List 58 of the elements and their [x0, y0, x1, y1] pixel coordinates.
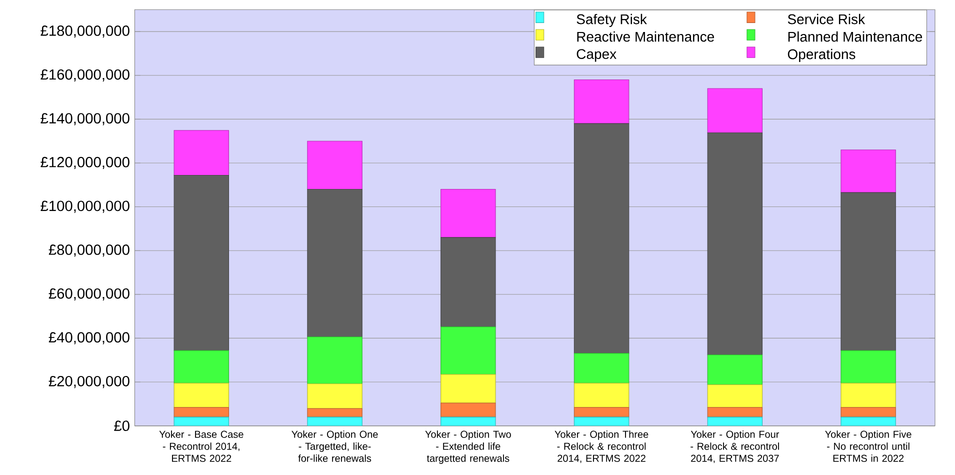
bar [840, 150, 896, 193]
legend-label: Planned Maintenance [788, 32, 922, 42]
y-tick-label: £100,000,000 [40, 200, 130, 213]
legend-label: Service Risk [788, 14, 866, 24]
y-tick-label: £140,000,000 [40, 113, 130, 126]
y-tick-label: £120,000,000 [40, 157, 130, 170]
bar [840, 416, 896, 426]
bar [440, 402, 496, 418]
bar [307, 140, 362, 190]
x-tick-label: Yoker - Option Two - Extended life targetted renewals [425, 430, 511, 464]
bar [440, 237, 496, 328]
bar [574, 123, 630, 354]
bar [174, 407, 230, 418]
y-tick-label: £20,000,000 [48, 376, 130, 388]
bar [174, 130, 230, 176]
bar [574, 417, 629, 426]
bar [574, 382, 630, 408]
x-tick-label: Yoker - Base Case - Recontrol 2014, ERTMS 2022 [159, 430, 244, 462]
bar [707, 354, 763, 385]
bar [307, 384, 362, 409]
x-tick-label: Yoker - Option One - Targetted, like-for-like renewals [292, 430, 378, 462]
y-tick-label: £60,000,000 [48, 288, 130, 301]
y-tick-label: £160,000,000 [40, 69, 130, 82]
bar [307, 408, 362, 418]
bar [708, 417, 762, 426]
x-tick-label: Yoker - Option Three - Relock & recontrol 2014, ERTMS 2022 [554, 430, 648, 464]
bar [574, 80, 630, 124]
x-tick-label: Yoker - Option Five - No recontrol until ERTMS in 2022 [825, 430, 912, 462]
bar [440, 374, 496, 404]
bar [707, 407, 763, 418]
bar [307, 417, 362, 426]
x-tick-label: Yoker - Option Four - Relock & recontrol 2014, ERTMS 2037 [690, 430, 780, 464]
bar [840, 382, 896, 408]
bar [707, 88, 763, 134]
bar [440, 417, 496, 426]
bar [440, 326, 496, 375]
bar [174, 417, 229, 426]
bar [307, 336, 362, 384]
bar [574, 353, 630, 384]
bar [574, 407, 630, 418]
bar [174, 382, 230, 408]
bar [707, 384, 763, 408]
y-tick-label: £180,000,000 [40, 26, 130, 38]
y-tick-label: £80,000,000 [48, 244, 130, 257]
y-tick-label: £40,000,000 [48, 332, 130, 344]
legend-label: Reactive Maintenance [577, 32, 714, 42]
bar [840, 350, 896, 384]
bar [840, 407, 896, 418]
bar [840, 192, 896, 351]
bar [307, 189, 362, 338]
bar [707, 132, 763, 356]
bar [174, 175, 230, 351]
bar [440, 189, 496, 238]
legend-label: Operations [788, 48, 856, 62]
legend-label: Capex [576, 49, 616, 62]
bar [174, 350, 230, 384]
legend-label: Safety Risk [576, 14, 647, 28]
y-tick-label: £0 [114, 420, 130, 432]
